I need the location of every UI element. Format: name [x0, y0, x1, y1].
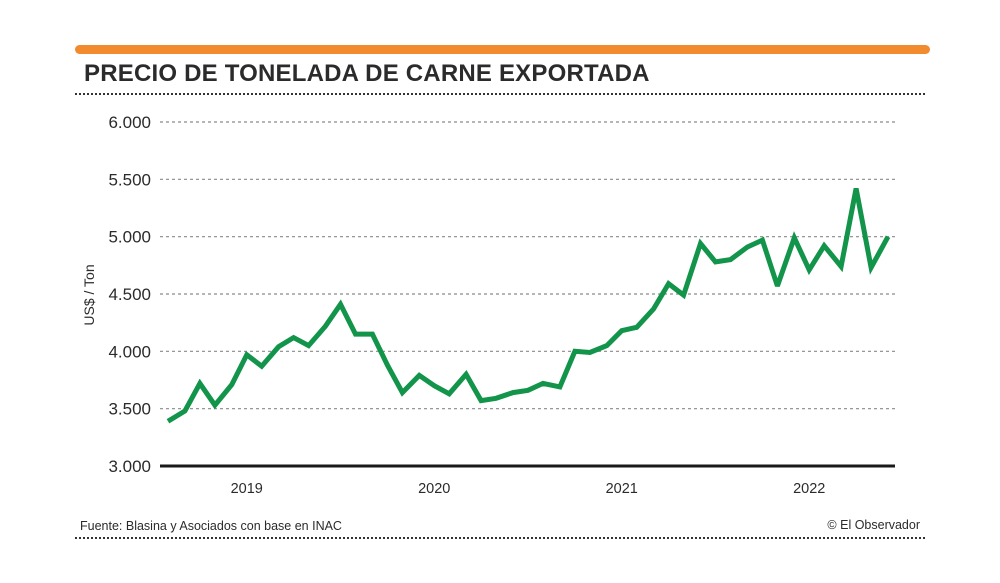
chart-title: PRECIO DE TONELADA DE CARNE EXPORTADA [84, 60, 650, 87]
y-tick-label: 4.500 [108, 285, 151, 304]
credit-note: © El Observador [827, 518, 920, 532]
y-tick-label: 5.500 [108, 170, 151, 189]
y-axis-ticks: 3.000 3.500 4.000 4.500 5.000 5.500 6.000 [108, 113, 151, 476]
x-tick-label: 2019 [231, 481, 263, 497]
y-tick-label: 4.000 [108, 342, 151, 361]
y-tick-label: 3.000 [108, 457, 151, 476]
y-tick-label: 5.000 [108, 228, 151, 247]
grid-lines [160, 121, 895, 468]
title-divider [75, 93, 925, 95]
y-axis-label: US$ / Ton [81, 264, 97, 325]
x-tick-label: 2020 [418, 481, 450, 497]
series-line-0 [166, 188, 891, 424]
source-note: Fuente: Blasina y Asociados con base en … [80, 519, 342, 533]
x-axis-ticks: 2019 2020 2021 2022 [231, 481, 826, 497]
data-series [166, 188, 891, 424]
x-tick-label: 2022 [793, 481, 825, 497]
y-tick-label: 6.000 [108, 113, 151, 132]
y-tick-label: 3.500 [108, 400, 151, 419]
footer-divider [75, 537, 925, 539]
top-accent-bar [75, 45, 930, 54]
x-tick-label: 2021 [606, 481, 638, 497]
